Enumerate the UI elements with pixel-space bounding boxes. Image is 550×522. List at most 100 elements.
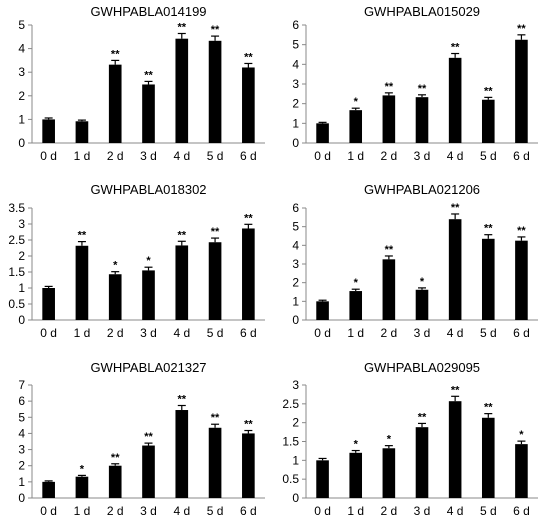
bar bbox=[382, 448, 396, 498]
bar bbox=[448, 57, 462, 143]
y-tick-label: 0 bbox=[292, 491, 299, 505]
y-tick-label: 1.5 bbox=[8, 265, 25, 279]
significance-label: * bbox=[387, 434, 392, 446]
x-tick-label: 6 d bbox=[240, 149, 257, 163]
bar bbox=[349, 291, 363, 320]
y-tick-label: 2 bbox=[292, 276, 299, 290]
chart-panel: GWHPABLA018302 0 0.5 1 1.5 2 2.5 3 3.5 0 d ** 1 d * 2… bbox=[8, 182, 265, 340]
x-tick-label: 5 d bbox=[480, 504, 497, 518]
bar bbox=[42, 119, 55, 143]
significance-label: ** bbox=[517, 23, 526, 35]
bar bbox=[415, 289, 429, 320]
y-tick-label: 1 bbox=[18, 475, 25, 489]
y-tick-label: 5 bbox=[292, 220, 299, 234]
significance-label: ** bbox=[211, 24, 220, 36]
y-tick-label: 0.5 bbox=[282, 472, 299, 486]
bar bbox=[481, 99, 495, 143]
x-tick-label: 2 d bbox=[107, 504, 124, 518]
significance-label: ** bbox=[418, 411, 427, 423]
y-tick-label: 2 bbox=[18, 459, 25, 473]
bar bbox=[515, 39, 528, 143]
bar bbox=[75, 476, 89, 498]
x-tick-label: 0 d bbox=[40, 326, 57, 340]
x-tick-label: 0 d bbox=[314, 326, 331, 340]
y-tick-label: 2 bbox=[292, 97, 299, 111]
y-tick-label: 3 bbox=[18, 443, 25, 457]
chart-title: GWHPABLA021206 bbox=[364, 182, 480, 197]
significance-label: ** bbox=[78, 230, 87, 242]
x-tick-label: 5 d bbox=[207, 504, 224, 518]
x-tick-label: 6 d bbox=[513, 504, 530, 518]
x-tick-label: 0 d bbox=[314, 504, 331, 518]
x-tick-label: 4 d bbox=[447, 326, 464, 340]
y-tick-label: 0 bbox=[18, 313, 25, 327]
significance-label: ** bbox=[244, 419, 253, 431]
significance-label: ** bbox=[517, 225, 526, 237]
x-tick-label: 3 d bbox=[140, 149, 157, 163]
significance-label: * bbox=[80, 463, 85, 475]
significance-label: ** bbox=[451, 384, 460, 396]
chart-title: GWHPABLA015029 bbox=[364, 4, 480, 19]
significance-label: ** bbox=[178, 394, 187, 406]
x-tick-label: 6 d bbox=[513, 326, 530, 340]
significance-label: ** bbox=[178, 21, 187, 33]
y-tick-label: 4 bbox=[18, 426, 25, 440]
significance-label: ** bbox=[385, 244, 394, 256]
significance-label: ** bbox=[144, 69, 153, 81]
x-tick-label: 5 d bbox=[480, 326, 497, 340]
y-tick-label: 0 bbox=[18, 136, 25, 150]
chart-title: GWHPABLA018302 bbox=[90, 182, 206, 197]
x-tick-label: 2 d bbox=[381, 326, 398, 340]
y-tick-label: 2 bbox=[18, 89, 25, 103]
bar bbox=[415, 97, 429, 143]
bar bbox=[242, 433, 255, 498]
y-tick-label: 0 bbox=[292, 136, 299, 150]
significance-label: ** bbox=[484, 85, 493, 97]
bar bbox=[448, 401, 462, 498]
bar bbox=[448, 219, 462, 320]
significance-label: * bbox=[354, 439, 359, 451]
x-tick-label: 3 d bbox=[414, 504, 431, 518]
bar bbox=[42, 481, 55, 498]
x-tick-label: 3 d bbox=[414, 326, 431, 340]
y-tick-label: 6 bbox=[292, 201, 299, 215]
significance-label: * bbox=[519, 429, 524, 441]
x-tick-label: 5 d bbox=[207, 149, 224, 163]
y-tick-label: 1 bbox=[292, 116, 299, 130]
bar bbox=[349, 452, 363, 498]
x-tick-label: 4 d bbox=[173, 504, 190, 518]
chart-panel: GWHPABLA021206 0 1 2 3 4 5 6 0 d * 1 d ** 2 d * 3 d ** 4… bbox=[292, 182, 538, 340]
significance-label: ** bbox=[418, 83, 427, 95]
x-tick-label: 0 d bbox=[40, 504, 57, 518]
x-tick-label: 4 d bbox=[173, 326, 190, 340]
x-tick-label: 1 d bbox=[347, 149, 364, 163]
y-tick-label: 0 bbox=[18, 491, 25, 505]
bar bbox=[481, 238, 495, 320]
x-tick-label: 5 d bbox=[207, 326, 224, 340]
significance-label: ** bbox=[451, 202, 460, 214]
y-tick-label: 1 bbox=[18, 281, 25, 295]
bar bbox=[175, 245, 189, 320]
bar bbox=[142, 84, 155, 143]
y-tick-label: 1.5 bbox=[282, 435, 299, 449]
y-tick-label: 7 bbox=[18, 378, 25, 392]
significance-label: * bbox=[113, 260, 118, 272]
x-tick-label: 2 d bbox=[107, 326, 124, 340]
y-tick-label: 6 bbox=[292, 18, 299, 32]
x-tick-label: 2 d bbox=[381, 149, 398, 163]
x-tick-label: 5 d bbox=[480, 149, 497, 163]
x-tick-label: 1 d bbox=[347, 326, 364, 340]
bar bbox=[242, 67, 255, 143]
x-tick-label: 0 d bbox=[314, 149, 331, 163]
bar bbox=[382, 259, 396, 320]
bar bbox=[108, 274, 122, 320]
x-tick-label: 6 d bbox=[513, 149, 530, 163]
y-tick-label: 1 bbox=[292, 294, 299, 308]
x-tick-label: 6 d bbox=[240, 326, 257, 340]
significance-label: ** bbox=[244, 212, 253, 224]
y-tick-label: 3 bbox=[292, 378, 299, 392]
significance-label: * bbox=[354, 96, 359, 108]
significance-label: ** bbox=[211, 226, 220, 238]
significance-label: ** bbox=[111, 48, 120, 60]
significance-label: ** bbox=[111, 452, 120, 464]
